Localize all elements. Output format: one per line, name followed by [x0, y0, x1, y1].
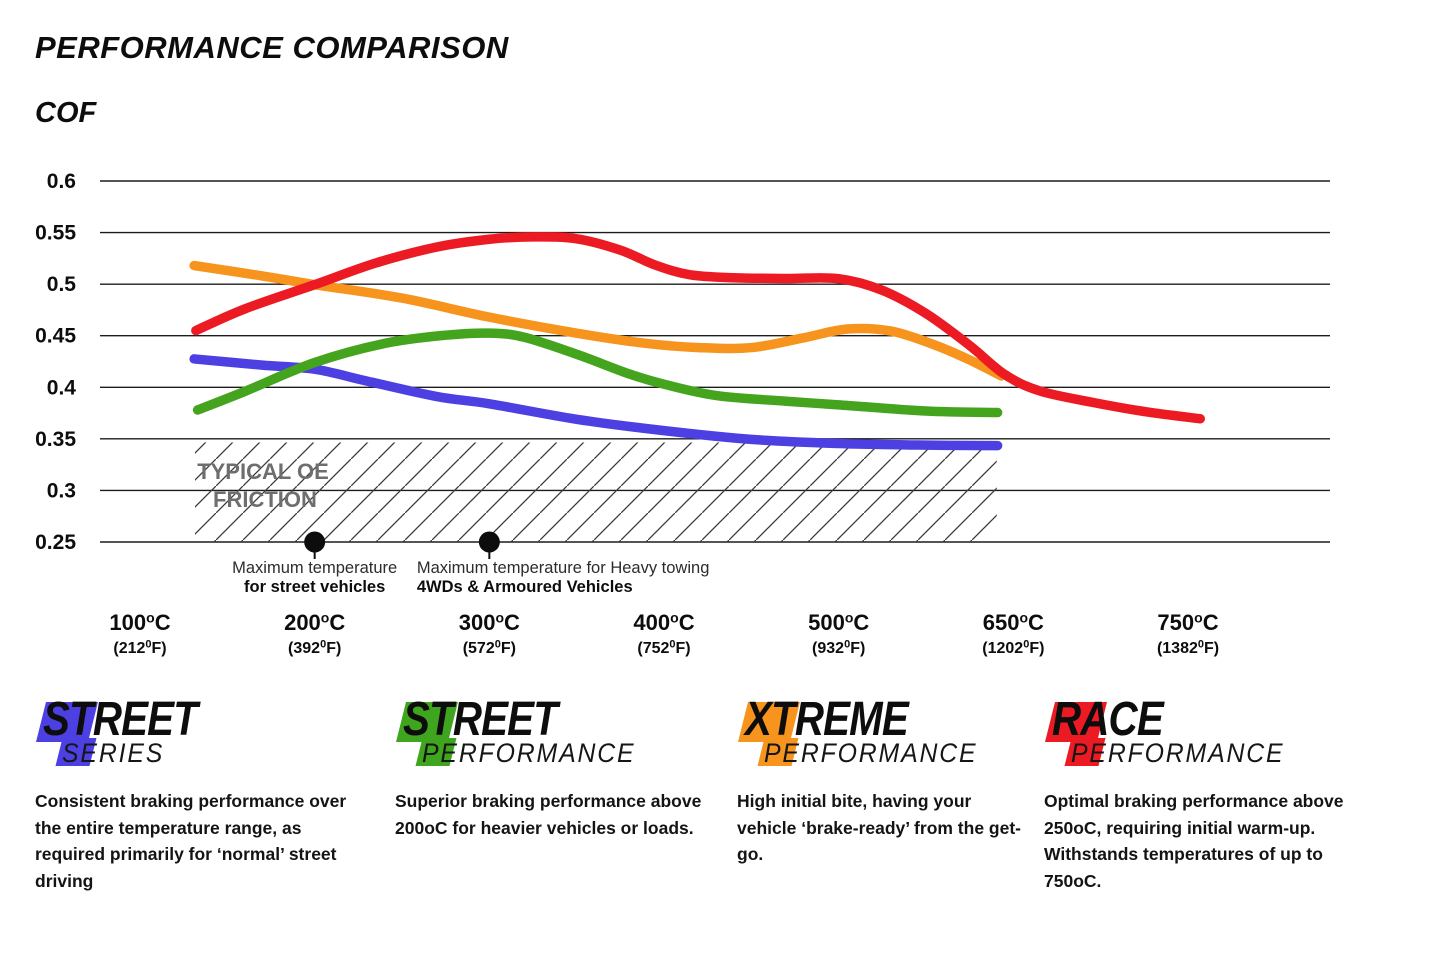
legend-street-series: STREET SERIES Consistent braking perform… — [35, 693, 367, 894]
series-race-performance — [191, 232, 1205, 424]
race-performance-logo: RACE PERFORMANCE — [1044, 693, 1376, 774]
logo-word1: STREET — [43, 693, 198, 746]
x-tick-fahrenheit: (9320F) — [812, 639, 865, 657]
x-tick-fahrenheit: (2120F) — [113, 639, 166, 657]
typical-oe-friction-band: TYPICAL OE FRICTION — [195, 442, 997, 542]
series-xtreme-performance — [189, 260, 1006, 381]
y-tick-label: 0.55 — [35, 222, 76, 245]
legend-row: STREET SERIES Consistent braking perform… — [0, 693, 1445, 958]
y-tick-label: 0.25 — [35, 531, 76, 554]
x-tick-celsius: 300oC — [459, 610, 520, 635]
x-tick-celsius: 650oC — [983, 610, 1044, 635]
legend-race-performance: RACE PERFORMANCE Optimal braking perform… — [1044, 693, 1376, 894]
xtreme-performance-logo: XTREME PERFORMANCE — [737, 693, 1022, 774]
y-tick-label: 0.45 — [35, 325, 76, 348]
x-tick-fahrenheit: (5720F) — [463, 639, 516, 657]
y-tick-label: 0.5 — [47, 273, 77, 296]
annotation-line1: Maximum temperature — [232, 559, 397, 577]
y-tick-label: 0.3 — [47, 479, 76, 502]
series-street-performance — [192, 328, 1003, 418]
legend-description: Optimal braking performance above 250oC,… — [1044, 791, 1344, 891]
annotation-line1: Maximum temperature for Heavy towing — [417, 559, 710, 577]
legend-xtreme-performance: XTREME PERFORMANCE High initial bite, ha… — [737, 693, 1022, 868]
x-tick-fahrenheit: (3920F) — [288, 639, 341, 657]
x-tick-celsius: 200oC — [284, 610, 345, 635]
legend-description: Superior braking performance above 200oC… — [395, 791, 702, 838]
legend-description: High initial bite, having your vehicle ‘… — [737, 791, 1021, 865]
legend-street-performance: STREET PERFORMANCE Superior braking perf… — [395, 693, 727, 841]
x-tick-celsius: 400oC — [633, 610, 694, 635]
legend-description: Consistent braking performance over the … — [35, 791, 347, 891]
annotation-line2: 4WDs & Armoured Vehicles — [417, 578, 633, 596]
marker-dot — [304, 531, 326, 553]
series-curves — [189, 232, 1205, 451]
x-tick-fahrenheit: (13820F) — [1157, 639, 1219, 657]
y-axis-title: COF — [35, 97, 97, 129]
series-street-series — [189, 354, 1003, 451]
axis-labels: 0.6 0.55 0.5 0.45 0.4 0.35 0.3 0.25 100oC (2120F)… — [35, 170, 1219, 657]
oe-friction-label-line2: FRICTION — [213, 487, 317, 512]
logo-word1: RACE — [1052, 693, 1164, 746]
x-tick-celsius: 750oC — [1157, 610, 1218, 635]
x-tick-celsius: 500oC — [808, 610, 869, 635]
logo-word1: XTREME — [745, 693, 909, 746]
annotation-line2: for street vehicles — [244, 578, 385, 596]
street-series-logo: STREET SERIES — [35, 693, 367, 774]
oe-friction-label-line1: TYPICAL OE — [197, 459, 329, 484]
oe-friction-hatch — [195, 442, 997, 542]
x-tick-fahrenheit: (7520F) — [637, 639, 690, 657]
performance-chart: TYPICAL OE FRICTION Maximum temperaturefo… — [35, 170, 1330, 657]
logo-word2: PERFORMANCE — [764, 738, 978, 768]
y-tick-label: 0.6 — [47, 170, 76, 193]
x-tick-fahrenheit: (12020F) — [982, 639, 1044, 657]
y-tick-label: 0.35 — [35, 428, 76, 451]
logo-word2: PERFORMANCE — [422, 738, 636, 768]
page-title: PERFORMANCE COMPARISON — [35, 30, 509, 65]
logo-word1: STREET — [403, 693, 558, 746]
logo-word2: PERFORMANCE — [1071, 738, 1285, 768]
x-tick-celsius: 100oC — [109, 610, 170, 635]
logo-word2: SERIES — [62, 738, 165, 768]
marker-dot — [478, 531, 500, 553]
y-tick-label: 0.4 — [47, 376, 77, 399]
street-performance-logo: STREET PERFORMANCE — [395, 693, 727, 774]
